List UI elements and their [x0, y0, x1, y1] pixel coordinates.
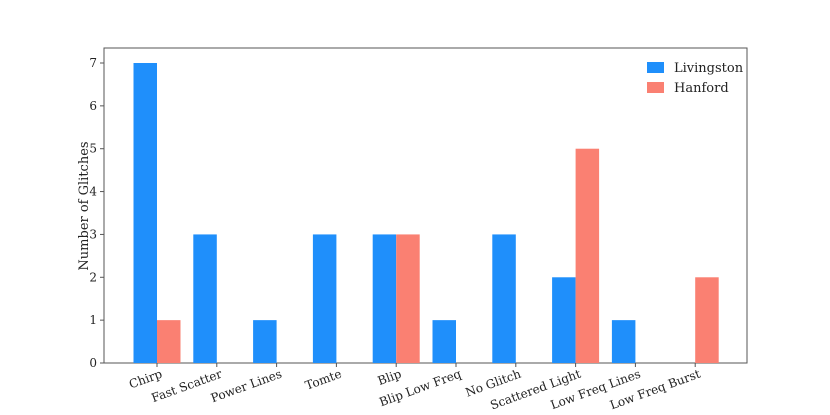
bar-livingston-scattered-light	[552, 277, 576, 363]
y-tick-label: 7	[89, 56, 97, 70]
legend: Livingston Hanford	[647, 61, 744, 96]
bars	[133, 63, 719, 363]
bar-livingston-no-glitch	[492, 234, 516, 363]
y-tick-label: 0	[89, 356, 97, 370]
y-tick-label: 1	[89, 313, 97, 327]
x-tick-label: Blip	[376, 367, 404, 389]
y-tick-label: 4	[89, 185, 97, 199]
bar-hanford-low-freq-burst	[695, 277, 719, 363]
plot-frame	[103, 47, 748, 364]
bar-livingston-fast-scatter	[193, 234, 217, 363]
bar-livingston-power-lines	[253, 320, 277, 363]
bar-livingston-blip	[372, 234, 397, 363]
y-tick-label: 2	[89, 270, 97, 284]
y-tick-label: 6	[89, 99, 97, 113]
x-tick-label: Tomte	[303, 367, 343, 393]
legend-label-livingston: Livingston	[674, 61, 744, 76]
bar-livingston-low-freq-lines	[611, 320, 636, 363]
y-axis-label: Number of Glitches	[77, 141, 92, 270]
legend-swatch-hanford	[647, 82, 664, 93]
bar-livingston-chirp	[133, 63, 157, 363]
bar-hanford-scattered-light	[575, 148, 600, 363]
y-tick-label: 5	[89, 142, 97, 156]
bar-hanford-blip	[396, 234, 420, 363]
legend-label-hanford: Hanford	[674, 81, 729, 96]
bar-livingston-tomte	[312, 234, 337, 363]
bar-livingston-blip-low-freq	[432, 320, 456, 363]
y-tick-label: 3	[89, 227, 97, 241]
y-axis: 0 1 2 3 4 5 6 7	[89, 56, 104, 370]
legend-swatch-livingston	[647, 62, 664, 73]
bar-hanford-chirp	[157, 320, 181, 363]
